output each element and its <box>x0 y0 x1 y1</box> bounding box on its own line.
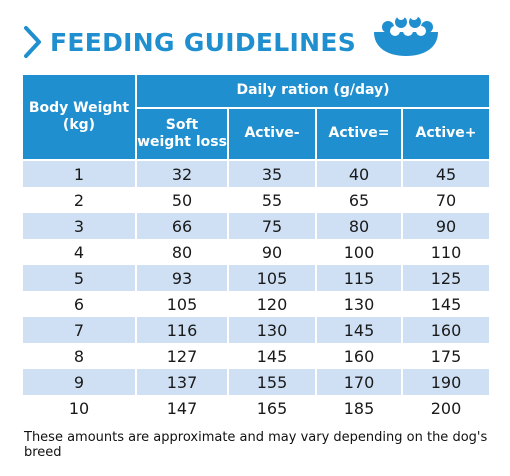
weight-cell: 3 <box>21 213 137 239</box>
daily-ration-header: Daily ration (g/day) <box>134 73 492 109</box>
ration-cell: 105 <box>227 265 317 291</box>
ration-cell: 175 <box>400 343 492 369</box>
ration-cell: 145 <box>227 343 317 369</box>
food-bowl-icon <box>374 12 438 56</box>
table-row: 1 32 35 40 45 <box>21 160 492 187</box>
ration-cell: 127 <box>135 343 229 369</box>
ration-cell: 185 <box>315 395 403 421</box>
ration-cell: 105 <box>135 291 229 317</box>
ration-cell: 55 <box>227 187 317 213</box>
ration-cell: 145 <box>315 317 403 343</box>
ration-cell: 100 <box>315 239 403 265</box>
table-row: 7 116 130 145 160 <box>21 317 492 343</box>
table-row: 6 105 120 130 145 <box>21 291 492 317</box>
ration-cell: 155 <box>227 369 317 395</box>
weight-cell: 6 <box>21 291 137 317</box>
ration-cell: 165 <box>227 395 317 421</box>
feeding-table: Body Weight (kg) Daily ration (g/day) So… <box>21 73 492 421</box>
table-row: 10 147 165 185 200 <box>21 395 492 421</box>
ration-cell: 160 <box>315 343 403 369</box>
table-body: 1 32 35 40 45 2 50 55 65 70 3 66 75 80 90 4 80 90 100 110 5 9… <box>21 160 492 421</box>
ration-cell: 80 <box>135 239 229 265</box>
ration-cell: 115 <box>315 265 403 291</box>
ration-cell: 147 <box>135 395 229 421</box>
weight-cell: 9 <box>21 369 137 395</box>
page-title: FEEDING GUIDELINES <box>50 27 357 57</box>
ration-cell: 70 <box>400 187 492 213</box>
chevron-right-icon <box>24 26 41 58</box>
col-active-minus: Active- <box>227 106 317 162</box>
table-row: 2 50 55 65 70 <box>21 187 492 213</box>
footnote: These amounts are approximate and may va… <box>24 430 488 460</box>
ration-cell: 137 <box>135 369 229 395</box>
body-weight-unit: (kg) <box>62 117 96 133</box>
ration-cell: 75 <box>227 213 317 239</box>
table-row: 5 93 105 115 125 <box>21 265 492 291</box>
ration-cell: 35 <box>227 160 317 187</box>
ration-cell: 200 <box>400 395 492 421</box>
weight-cell: 7 <box>21 317 137 343</box>
ration-cell: 145 <box>400 291 492 317</box>
ration-cell: 80 <box>315 213 403 239</box>
ration-cell: 65 <box>315 187 403 213</box>
ration-cell: 125 <box>400 265 492 291</box>
ration-cell: 190 <box>400 369 492 395</box>
ration-cell: 90 <box>227 239 317 265</box>
weight-cell: 4 <box>21 239 137 265</box>
table-row: 3 66 75 80 90 <box>21 213 492 239</box>
col-active-plus: Active+ <box>400 106 492 162</box>
ration-cell: 170 <box>315 369 403 395</box>
table-row: 8 127 145 160 175 <box>21 343 492 369</box>
table-row: 4 80 90 100 110 <box>21 239 492 265</box>
weight-cell: 10 <box>21 395 137 421</box>
col-soft-weight-loss: Soft weight loss <box>135 106 229 162</box>
ration-cell: 32 <box>135 160 229 187</box>
body-weight-header: Body Weight (kg) <box>21 73 137 161</box>
ration-cell: 40 <box>315 160 403 187</box>
ration-cell: 93 <box>135 265 229 291</box>
body-weight-label: Body Weight <box>28 100 130 116</box>
col-active-equal: Active= <box>315 106 403 162</box>
ration-cell: 130 <box>315 291 403 317</box>
table-row: 9 137 155 170 190 <box>21 369 492 395</box>
weight-cell: 8 <box>21 343 137 369</box>
ration-cell: 90 <box>400 213 492 239</box>
weight-cell: 5 <box>21 265 137 291</box>
page-header: FEEDING GUIDELINES <box>20 22 356 62</box>
ration-cell: 160 <box>400 317 492 343</box>
ration-cell: 130 <box>227 317 317 343</box>
ration-cell: 110 <box>400 239 492 265</box>
ration-cell: 45 <box>400 160 492 187</box>
ration-cell: 120 <box>227 291 317 317</box>
weight-cell: 2 <box>21 187 137 213</box>
ration-cell: 66 <box>135 213 229 239</box>
ration-cell: 50 <box>135 187 229 213</box>
ration-cell: 116 <box>135 317 229 343</box>
weight-cell: 1 <box>21 160 137 187</box>
